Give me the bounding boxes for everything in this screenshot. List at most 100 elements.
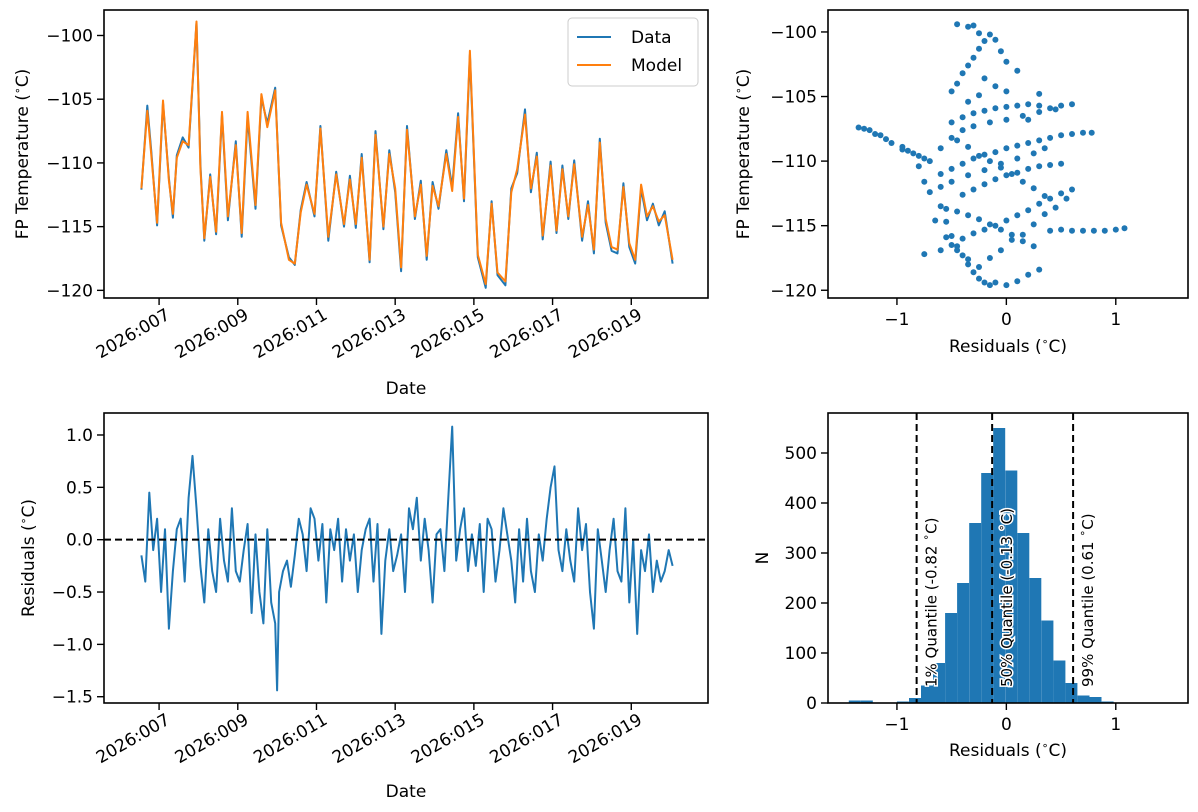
scatter-point	[987, 282, 993, 288]
scatter-point	[976, 30, 982, 36]
scatter-point	[971, 187, 977, 193]
scatter-point	[976, 276, 982, 282]
scatter-point	[1053, 106, 1059, 112]
scatter-point	[987, 158, 993, 164]
scatter-point	[960, 236, 966, 242]
axes-frame	[828, 10, 1188, 298]
temperature-timeseries-panel: −120−115−110−105−1002026:0072026:0092026…	[11, 10, 708, 399]
scatter-point	[921, 156, 927, 162]
scatter-point	[965, 256, 971, 262]
scatter-points	[856, 21, 1128, 288]
x-tick-label: −1	[884, 310, 909, 330]
scatter-point	[949, 166, 955, 172]
x-tick-label: 1	[1110, 310, 1121, 330]
x-axis-label: Date	[386, 782, 427, 802]
scatter-point	[976, 216, 982, 222]
scatter-point	[916, 153, 922, 159]
scatter-point	[1003, 145, 1009, 151]
scatter-point	[954, 21, 960, 27]
scatter-point	[992, 149, 998, 155]
scatter-point	[1025, 140, 1031, 146]
scatter-point	[872, 131, 878, 137]
scatter-point	[998, 227, 1004, 233]
scatter-point	[1031, 243, 1037, 249]
x-tick-label: 2026:019	[565, 305, 646, 363]
scatter-point	[1020, 179, 1026, 185]
scatter-point	[883, 136, 889, 142]
scatter-point	[916, 163, 922, 169]
scatter-point	[1058, 190, 1064, 196]
y-tick-label: −100	[770, 23, 817, 43]
scatter-point	[982, 167, 988, 173]
x-tick-label: 2026:009	[172, 710, 253, 768]
y-tick-label: −110	[770, 152, 817, 172]
scatter-point	[960, 252, 966, 258]
scatter-point	[965, 172, 971, 178]
y-tick-label: −1.0	[52, 635, 93, 655]
scatter-point	[992, 176, 998, 182]
scatter-point	[938, 203, 944, 209]
scatter-point	[1009, 171, 1015, 177]
scatter-point	[971, 23, 977, 29]
x-tick-label: 1	[1110, 715, 1121, 735]
scatter-point	[1003, 59, 1009, 65]
x-tick-label: 0	[1001, 310, 1012, 330]
scatter-point	[1009, 232, 1015, 238]
scatter-point	[905, 148, 911, 154]
scatter-point	[1014, 212, 1020, 218]
scatter-point	[1003, 117, 1009, 123]
scatter-point	[998, 247, 1004, 253]
scatter-point	[960, 70, 966, 76]
scatter-point	[1020, 232, 1026, 238]
quantile-label: 50% Quantile (-0.13 ∘C)	[995, 508, 1016, 687]
x-tick-label: 2026:013	[329, 710, 410, 768]
x-tick-label: 2026:009	[172, 305, 253, 363]
scatter-point	[1042, 211, 1048, 217]
y-tick-label: 500	[785, 444, 817, 464]
scatter-point	[1025, 101, 1031, 107]
scatter-point	[943, 206, 949, 212]
scatter-point	[867, 127, 873, 133]
scatter-point	[1014, 170, 1020, 176]
x-tick-label: −1	[884, 715, 909, 735]
scatter-point	[910, 150, 916, 156]
x-tick-label: 2026:015	[408, 710, 489, 768]
scatter-point	[1047, 228, 1053, 234]
scatter-point	[982, 181, 988, 187]
scatter-point	[954, 81, 960, 87]
legend-label-model: Model	[631, 56, 682, 76]
scatter-point	[938, 184, 944, 190]
scatter-point	[1014, 143, 1020, 149]
scatter-point	[982, 108, 988, 114]
histogram-bar	[921, 686, 933, 704]
x-tick-label: 2026:011	[250, 305, 331, 363]
scatter-point	[938, 171, 944, 177]
scatter-point	[971, 269, 977, 275]
scatter-point	[1031, 221, 1037, 227]
scatter-point	[1036, 103, 1042, 109]
x-tick-label: 2026:007	[93, 710, 174, 768]
scatter-point	[889, 140, 895, 146]
scatter-point	[861, 126, 867, 132]
y-axis-label: FP Temperature (∘C)	[732, 69, 754, 240]
scatter-point	[949, 233, 955, 239]
scatter-point	[954, 247, 960, 253]
scatter-point	[976, 264, 982, 270]
scatter-point	[1025, 117, 1031, 123]
scatter-point	[992, 37, 998, 43]
scatter-point	[998, 48, 1004, 54]
scatter-point	[987, 255, 993, 261]
scatter-point	[1025, 207, 1031, 213]
scatter-point	[965, 63, 971, 69]
scatter-point	[949, 179, 955, 185]
scatter-point	[1080, 130, 1086, 136]
figure: −120−115−110−105−1002026:0072026:0092026…	[0, 0, 1198, 812]
scatter-point	[1003, 218, 1009, 224]
scatter-point	[856, 125, 862, 131]
scatter-point	[971, 156, 977, 162]
y-tick-label: 100	[785, 644, 817, 664]
scatter-point	[992, 280, 998, 286]
x-axis-label: Residuals (∘C)	[949, 739, 1067, 761]
y-tick-label: −105	[770, 88, 817, 108]
series-line-residuals	[141, 427, 672, 691]
